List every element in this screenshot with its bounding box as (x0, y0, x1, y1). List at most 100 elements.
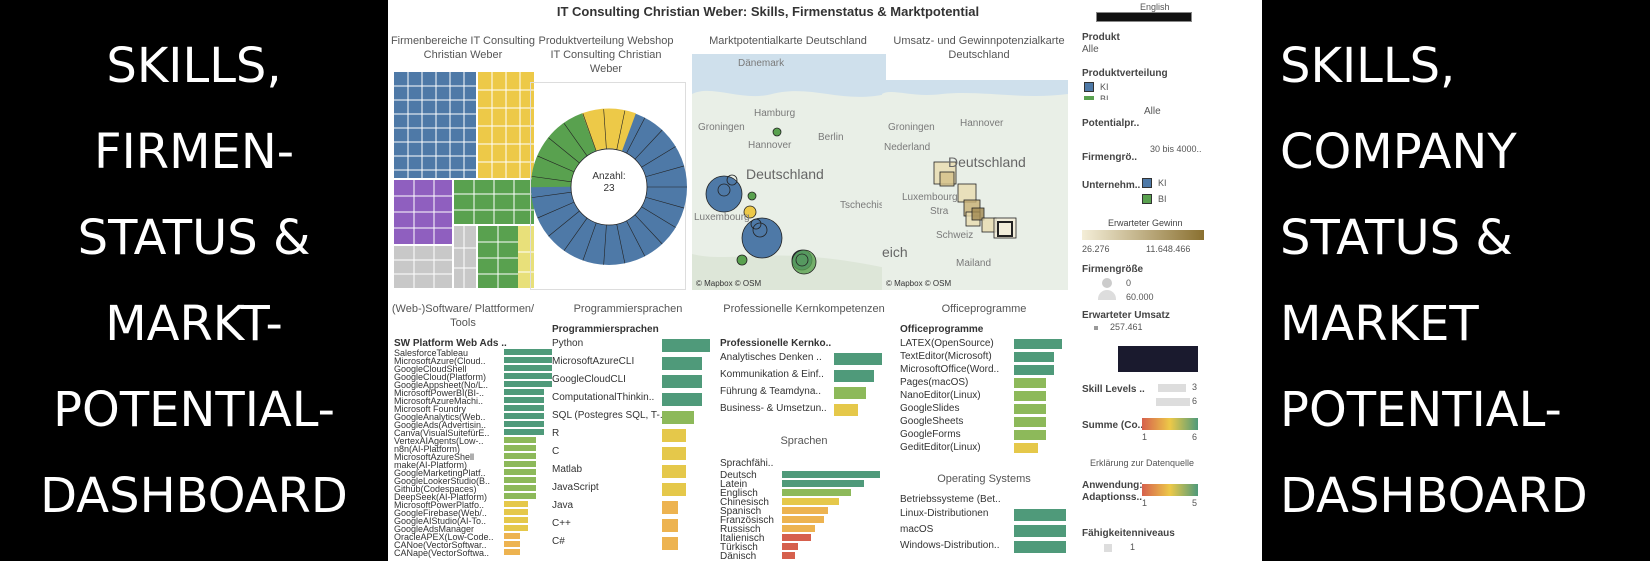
map-label: Tschechis (840, 200, 884, 211)
software-header: SW Platform Web Ads .. (394, 338, 507, 349)
sprachen-bar[interactable] (782, 516, 825, 523)
prof-bar[interactable] (834, 404, 858, 416)
market-potential-map[interactable]: Dänemark Groningen Hamburg Hannover Berl… (692, 54, 886, 290)
donut-segment-divider (531, 176, 572, 183)
office-bar[interactable] (1014, 404, 1046, 414)
software-bar[interactable] (504, 429, 544, 435)
sprachen-bar[interactable] (782, 471, 880, 478)
prog-bar[interactable] (662, 483, 686, 496)
os-bar[interactable] (1014, 525, 1066, 537)
summe-max: 6 (1192, 432, 1198, 442)
software-bar[interactable] (504, 485, 536, 491)
software-bar[interactable] (504, 349, 552, 355)
sprachen-bar[interactable] (782, 534, 812, 541)
office-row-label: Pages(macOS) (900, 377, 969, 388)
software-bar[interactable] (504, 501, 528, 507)
software-bar[interactable] (504, 413, 544, 419)
sprachen-bar[interactable] (782, 489, 851, 496)
software-bar[interactable] (504, 509, 528, 515)
bi-swatch[interactable] (1142, 194, 1152, 204)
banner-line: DASHBOARD (1280, 467, 1588, 524)
prog-bar[interactable] (662, 519, 678, 532)
prog-bar[interactable] (662, 501, 678, 514)
prog-bar[interactable] (662, 393, 702, 406)
sprachen-bar[interactable] (782, 552, 796, 559)
banner-line: MARKT- (105, 295, 283, 352)
sprachen-bar[interactable] (782, 525, 815, 532)
office-bar[interactable] (1014, 339, 1062, 349)
software-bar[interactable] (504, 541, 520, 547)
firmengroesse-select[interactable]: 30 bis 4000.. (1150, 144, 1202, 154)
office-bar[interactable] (1014, 391, 1046, 401)
software-bar[interactable] (504, 517, 528, 523)
sprachen-bar[interactable] (782, 543, 799, 550)
prog-bar[interactable] (662, 411, 694, 424)
software-bar[interactable] (504, 461, 536, 467)
software-bar[interactable] (504, 525, 528, 531)
software-bar[interactable] (504, 389, 544, 395)
filter-column: English Produkt Alle Produktverteilung K… (1078, 0, 1262, 561)
treemap-title: Firmenbereiche IT Consulting Christian W… (390, 35, 536, 61)
sprachen-bar[interactable] (782, 507, 828, 514)
software-bar[interactable] (504, 357, 552, 363)
sprachen-row-label: Türkisch (720, 542, 758, 553)
prof-bar[interactable] (834, 387, 866, 399)
thumbnail-image[interactable] (1118, 346, 1198, 372)
filter-label: Produktverteilung (1082, 68, 1168, 79)
sprachen-bar[interactable] (782, 498, 840, 505)
software-bar[interactable] (504, 445, 536, 451)
office-bar[interactable] (1014, 417, 1046, 427)
software-bar[interactable] (504, 373, 552, 379)
map-label: Mailand (956, 258, 992, 269)
software-bar[interactable] (504, 437, 536, 443)
office-bar[interactable] (1014, 430, 1046, 440)
prog-bar[interactable] (662, 339, 710, 352)
os-bar[interactable] (1014, 509, 1066, 521)
map-label: Deutschland (746, 166, 824, 182)
office-bar[interactable] (1014, 365, 1054, 375)
os-bar[interactable] (1014, 541, 1066, 553)
prof-bar[interactable] (834, 353, 882, 365)
prof-bar[interactable] (834, 370, 874, 382)
software-bar[interactable] (504, 405, 544, 411)
software-bar[interactable] (504, 477, 536, 483)
ki-swatch[interactable] (1142, 178, 1152, 188)
language-selector[interactable] (1096, 12, 1192, 22)
office-bar[interactable] (1014, 352, 1054, 362)
prog-bar[interactable] (662, 375, 702, 388)
map-label: Hannover (960, 118, 1004, 129)
office-bar[interactable] (1014, 443, 1038, 453)
software-bar[interactable] (504, 365, 552, 371)
prog-bar[interactable] (662, 357, 702, 370)
software-bar[interactable] (504, 397, 544, 403)
explanation-link[interactable]: Erklärung zur Datenquelle (1090, 458, 1195, 468)
office-bar[interactable] (1014, 378, 1046, 388)
potential-select[interactable]: Alle (1144, 106, 1161, 117)
bi-swatch[interactable] (1084, 96, 1094, 100)
donut-segment-divider (582, 222, 597, 261)
donut-chart[interactable] (531, 83, 687, 291)
prog-bar[interactable] (662, 537, 678, 550)
prog-title: Programmiersprachen (573, 303, 683, 315)
software-bar[interactable] (504, 493, 536, 499)
donut-segment-divider (548, 137, 580, 164)
treemap[interactable] (394, 72, 534, 288)
ki-swatch[interactable] (1084, 82, 1094, 92)
prog-bar[interactable] (662, 429, 686, 442)
map-label: Hamburg (754, 108, 796, 119)
software-bar[interactable] (504, 469, 536, 475)
software-bar[interactable] (504, 549, 520, 555)
software-bar[interactable] (504, 421, 544, 427)
software-row-label: make(AI-Platform) (394, 460, 468, 470)
prog-bar[interactable] (662, 447, 686, 460)
software-bar[interactable] (504, 381, 552, 387)
prog-row-label: JavaScript (552, 482, 599, 493)
software-bar[interactable] (504, 453, 536, 459)
software-row-label: GoogleAppsheet(No/L.. (394, 380, 489, 390)
revenue-potential-map[interactable]: Groningen Hannover Nederland Deutschland… (882, 80, 1068, 290)
prog-bar[interactable] (662, 465, 686, 478)
software-bar[interactable] (504, 533, 520, 539)
produkt-select[interactable]: Alle (1082, 44, 1099, 55)
filter-label: Firmengrö.. (1082, 152, 1138, 163)
sprachen-bar[interactable] (782, 480, 864, 487)
